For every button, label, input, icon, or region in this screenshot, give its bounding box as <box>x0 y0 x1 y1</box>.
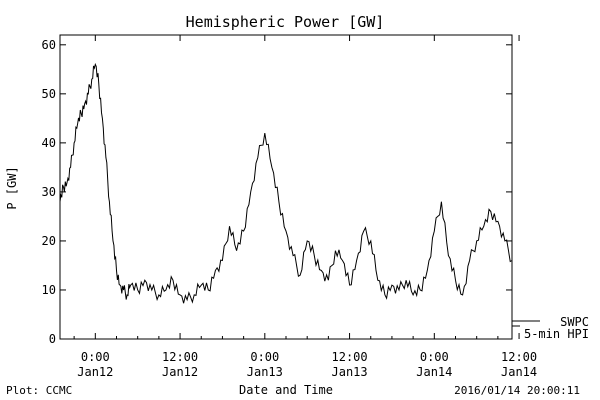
x-tick-time-label: 0:00 <box>420 350 449 364</box>
y-tick-label: 30 <box>42 185 56 199</box>
y-tick-label: 20 <box>42 234 56 248</box>
x-tick-time-label: 0:00 <box>250 350 279 364</box>
x-tick-date-label: Jan12 <box>77 365 113 379</box>
y-tick-label: 40 <box>42 136 56 150</box>
y-tick-label: 0 <box>49 332 56 346</box>
x-axis-label: Date and Time <box>239 383 333 397</box>
y-tick-label: 50 <box>42 87 56 101</box>
y-axis: 0 10 20 30 40 50 60 <box>42 38 512 346</box>
x-tick-date-label: Jan13 <box>247 365 283 379</box>
y-tick-label: 10 <box>42 283 56 297</box>
x-tick-time-label: 12:00 <box>162 350 198 364</box>
legend-hpi-label: 5-min HPI <box>524 327 589 341</box>
y-tick-label: 60 <box>42 38 56 52</box>
footer-source: Plot: CCMC <box>6 384 72 397</box>
x-tick-date-label: Jan13 <box>332 365 368 379</box>
x-tick-time-label: 12:00 <box>332 350 368 364</box>
x-tick-date-label: Jan14 <box>416 365 452 379</box>
legend-swpc-label: SWPC <box>560 315 589 329</box>
y-axis-label: P [GW] <box>5 166 19 209</box>
x-tick-time-label: 12:00 <box>501 350 537 364</box>
x-tick-date-label: Jan14 <box>501 365 537 379</box>
footer-timestamp: 2016/01/14 20:00:11 <box>454 384 580 397</box>
x-axis: 0:00Jan1212:00Jan120:00Jan1312:00Jan130:… <box>73 35 537 379</box>
legend: SWPC 5-min HPI <box>512 315 589 341</box>
hpi-series-line <box>59 62 513 304</box>
x-tick-time-label: 0:00 <box>81 350 110 364</box>
chart-title: Hemispheric Power [GW] <box>186 13 385 31</box>
x-tick-date-label: Jan12 <box>162 365 198 379</box>
